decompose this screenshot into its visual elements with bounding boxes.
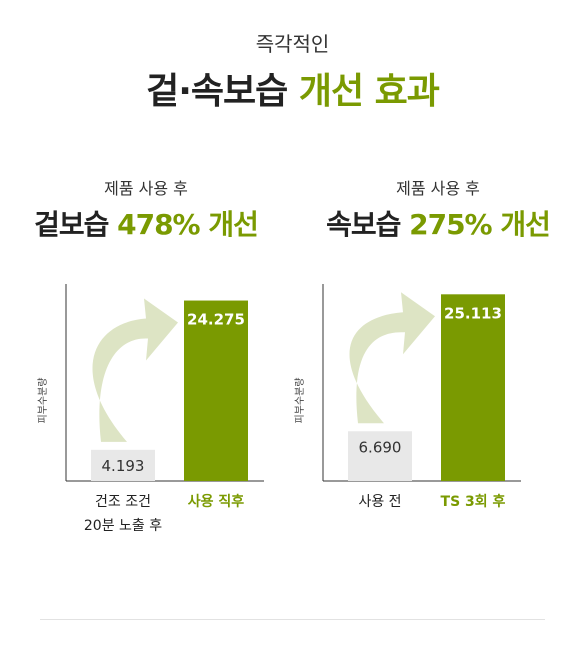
left-block-metric: 겉보습 478% 개선 <box>0 203 292 243</box>
chart1-category-label-1-line-2: 20분 노출 후 <box>84 518 162 534</box>
chart1-category-label-1-line-1: 건조 조건 <box>95 494 151 510</box>
page-title-highlight: 개선 효과 <box>298 71 440 112</box>
left-block-caption: 제품 사용 후 <box>104 179 188 198</box>
right-metric-suffix: 개선 <box>500 208 551 241</box>
chart1-increase-arrow <box>92 298 178 442</box>
chart2-bar-2 <box>441 294 505 481</box>
chart1-value-label-2: 24.275 <box>187 311 245 329</box>
left-metric-name: 겉보습 <box>34 208 109 241</box>
bottom-divider <box>40 619 545 620</box>
page-subtitle: 즉각적인 <box>255 32 330 56</box>
chart2-y-axis-label: 피부수분량 <box>294 378 306 424</box>
chart1-value-label-1: 4.193 <box>102 457 145 475</box>
chart1-y-axis-label: 피부수분량 <box>37 378 49 424</box>
left-metric-suffix: 개선 <box>208 208 259 241</box>
right-block-metric: 속보습 275% 개선 <box>292 203 584 243</box>
chart2-category-label-1: 사용 전 <box>358 494 401 510</box>
chart2-category-label-2: TS 3회 후 <box>441 494 506 510</box>
chart1-bar-2 <box>184 300 248 481</box>
right-metric-value: 275% <box>409 208 493 241</box>
chart1-category-label-2: 사용 직후 <box>188 493 245 510</box>
chart1-bar-1 <box>91 449 155 481</box>
page-title-main: 겉·속보습 <box>146 71 288 112</box>
chart2-value-label-2: 25.113 <box>444 304 502 322</box>
left-metric-value: 478% <box>117 208 201 241</box>
chart2-value-label-1: 6.690 <box>359 438 402 456</box>
right-block-caption: 제품 사용 후 <box>396 179 480 198</box>
chart2-bar-1 <box>348 431 412 481</box>
right-metric-name: 속보습 <box>326 208 401 241</box>
chart2-increase-arrow <box>349 292 435 424</box>
page-title: 겉·속보습 개선 효과 <box>0 62 585 114</box>
